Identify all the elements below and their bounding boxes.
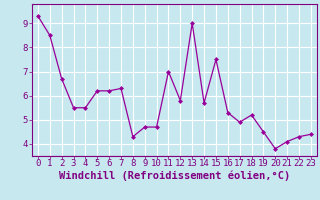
X-axis label: Windchill (Refroidissement éolien,°C): Windchill (Refroidissement éolien,°C) bbox=[59, 171, 290, 181]
